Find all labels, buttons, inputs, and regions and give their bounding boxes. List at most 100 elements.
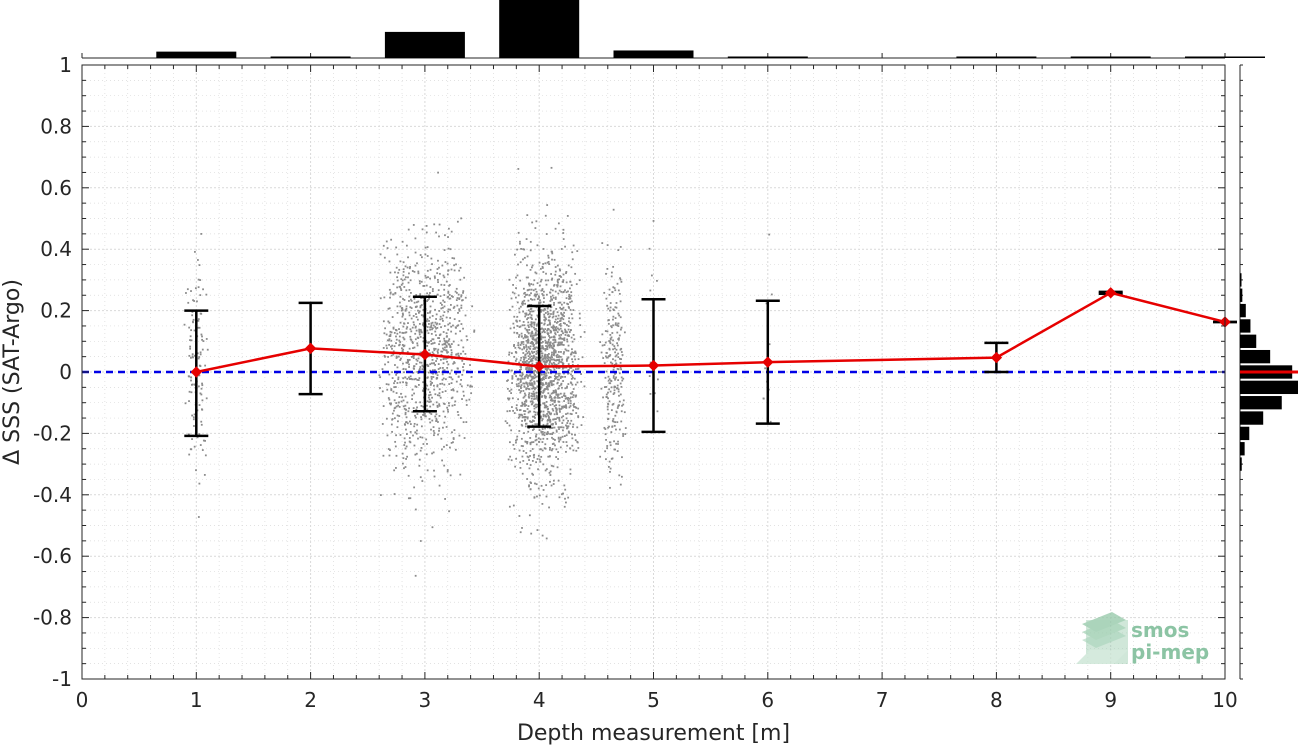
scatter-point [532,310,535,313]
scatter-point [518,361,521,364]
scatter-point [536,423,538,426]
scatter-point [542,248,545,250]
scatter-point [571,251,574,254]
scatter-point [525,312,528,315]
scatter-point [559,377,562,379]
scatter-point [566,385,568,388]
scatter-point [533,394,536,397]
scatter-point [559,275,562,278]
scatter-point [418,331,421,334]
scatter-point [613,345,616,348]
scatter-point [519,343,522,346]
scatter-point [606,408,609,411]
scatter-point [426,384,429,387]
scatter-point [547,407,549,410]
scatter-point [443,249,446,251]
scatter-point [541,347,543,350]
scatter-point [529,373,532,376]
scatter-point [387,356,389,358]
scatter-point [448,510,450,513]
scatter-point [541,430,544,433]
scatter-point [624,433,627,435]
scatter-point [388,454,391,457]
scatter-point [618,474,621,477]
scatter-point [565,413,567,415]
right-hist-bar [1240,288,1243,302]
scatter-point [425,284,428,287]
scatter-point [193,354,196,357]
scatter-point [570,353,573,356]
scatter-point [552,327,554,330]
scatter-point [408,314,411,317]
scatter-point [612,368,615,371]
scatter-point [421,364,424,367]
scatter-point [422,405,425,408]
scatter-point [557,343,560,346]
scatter-point [560,382,563,385]
scatter-point [434,347,437,350]
scatter-point [539,328,542,331]
scatter-point [419,306,422,309]
scatter-point [426,318,429,321]
x-tick-label: 7 [876,688,889,712]
scatter-point [392,353,395,356]
scatter-point [535,346,538,349]
scatter-point [394,445,397,448]
scatter-point [446,341,449,344]
scatter-point [572,426,574,428]
scatter-point [606,244,609,247]
scatter-point [509,455,512,458]
scatter-point [430,376,433,378]
scatter-point [526,293,528,296]
scatter-point [414,237,417,240]
scatter-point [559,324,562,327]
scatter-point [606,405,609,408]
scatter-point [431,327,434,330]
scatter-point [542,376,544,379]
scatter-point [526,463,529,465]
scatter-point [537,295,540,298]
scatter-point [447,290,450,293]
scatter-point [570,313,573,316]
scatter-point [401,312,404,315]
scatter-point [392,350,395,353]
scatter-point [544,312,547,314]
scatter-point [550,250,553,253]
mean-marker [304,342,317,355]
scatter-point [436,374,439,377]
scatter-point [422,340,425,343]
scatter-point [609,390,612,393]
scatter-point [569,287,571,290]
scatter-point [542,263,545,265]
scatter-point [458,269,461,272]
scatter-point [553,401,556,403]
scatter-point [533,328,536,331]
scatter-point [406,377,409,380]
scatter-point [611,425,614,428]
scatter-point [551,258,553,261]
scatter-point [428,394,431,397]
scatter-point [511,305,514,308]
scatter-point [547,432,550,435]
scatter-point [524,425,527,428]
scatter-point [396,253,399,256]
scatter-point [770,293,773,296]
scatter-point [405,327,408,330]
scatter-point [534,227,537,229]
scatter-point [525,381,528,384]
scatter-point [458,320,461,322]
scatter-point [205,397,208,400]
scatter-point [436,404,439,407]
scatter-point [453,429,456,431]
scatter-point [415,313,417,315]
scatter-point [541,265,544,268]
scatter-point [554,351,557,354]
scatter-point [198,326,201,329]
scatter-point [441,343,444,346]
scatter-point [189,345,192,348]
scatter-point [618,357,621,360]
scatter-point [404,265,407,268]
scatter-point [514,465,517,468]
scatter-point [608,400,611,403]
